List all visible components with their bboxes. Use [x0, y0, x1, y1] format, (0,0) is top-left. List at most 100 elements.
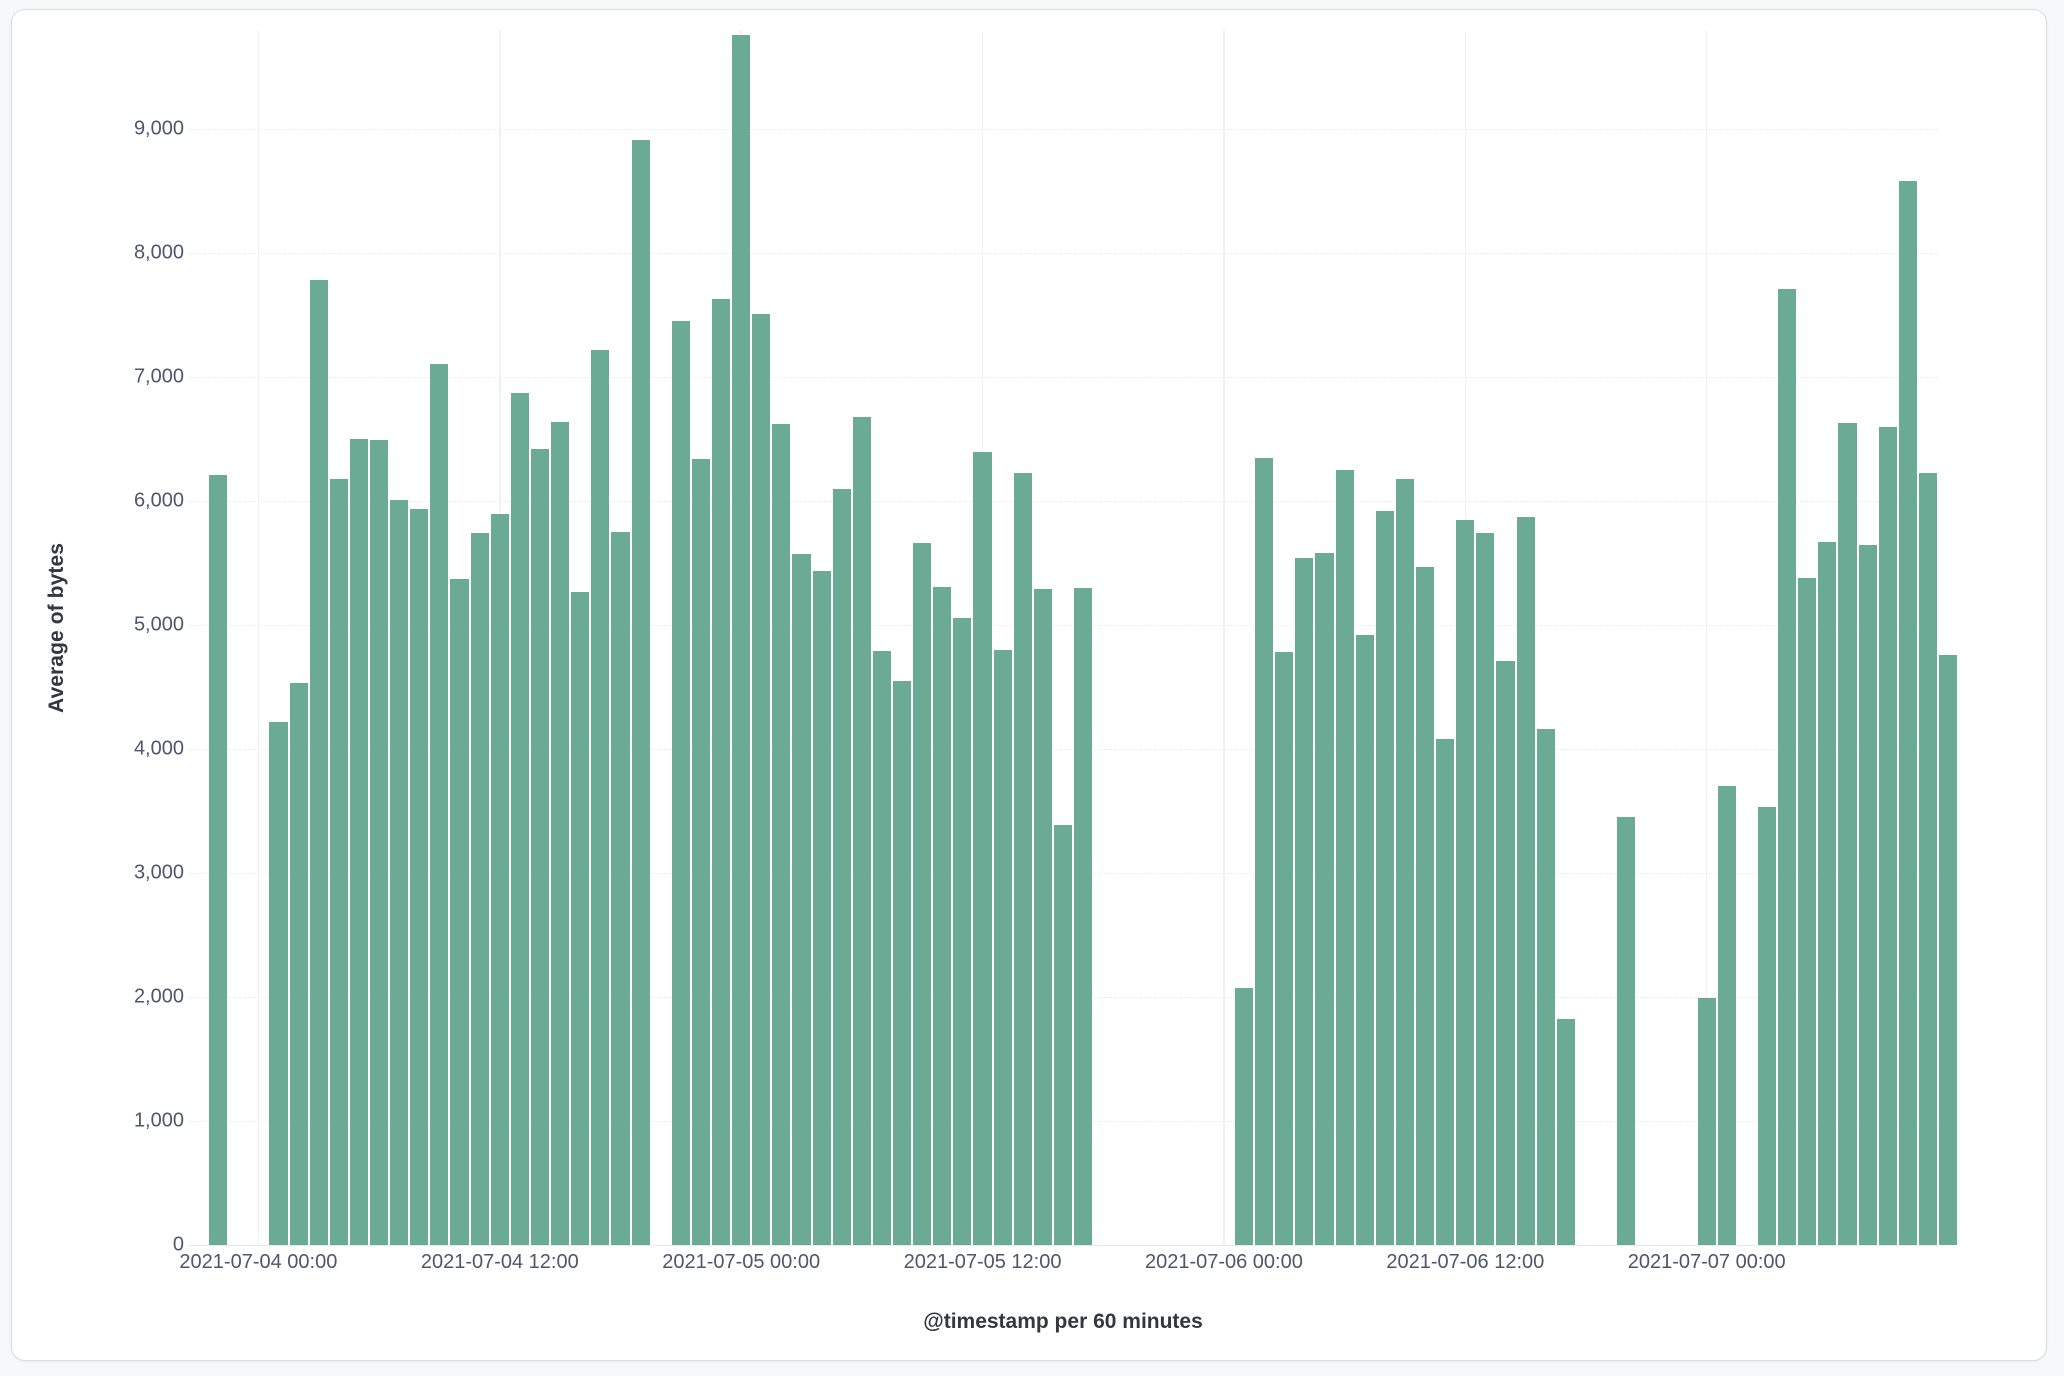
bar[interactable]: [1375, 511, 1394, 1245]
bar[interactable]: [872, 651, 892, 1245]
bar[interactable]: [1275, 652, 1294, 1245]
y-gridline: [188, 377, 1938, 379]
bar[interactable]: [933, 586, 952, 1245]
bar[interactable]: [1074, 587, 1093, 1245]
y-gridline: [188, 1245, 1938, 1246]
bar[interactable]: [1033, 589, 1052, 1245]
bar[interactable]: [993, 649, 1012, 1245]
bar[interactable]: [591, 349, 610, 1245]
bar[interactable]: [1818, 542, 1837, 1245]
bar[interactable]: [1053, 824, 1073, 1245]
bar[interactable]: [1717, 786, 1736, 1245]
y-axis-ticks: 0 1,000 2,000 3,000 4,000 5,000 6,000 7,000 8,00…: [64, 30, 184, 1256]
bar[interactable]: [349, 439, 369, 1245]
bar[interactable]: [1838, 423, 1857, 1245]
bar[interactable]: [510, 393, 529, 1245]
bar[interactable]: [1416, 566, 1435, 1245]
bar[interactable]: [1456, 519, 1475, 1245]
bar[interactable]: [1335, 470, 1354, 1245]
bar[interactable]: [309, 280, 328, 1245]
bar[interactable]: [470, 533, 489, 1245]
bar[interactable]: [893, 680, 912, 1245]
y-axis-tick-label: 4,000: [133, 737, 184, 760]
bar[interactable]: [269, 721, 288, 1245]
bar[interactable]: [430, 363, 449, 1245]
x-gridline: [257, 30, 260, 1245]
bar[interactable]: [1255, 457, 1274, 1245]
bar[interactable]: [1798, 578, 1817, 1245]
y-axis-tick-label: 9,000: [133, 117, 184, 140]
bar[interactable]: [1516, 517, 1535, 1245]
bar[interactable]: [1496, 661, 1515, 1245]
bar[interactable]: [1617, 817, 1636, 1245]
bar[interactable]: [390, 499, 409, 1245]
bar[interactable]: [772, 424, 791, 1245]
bar[interactable]: [1697, 998, 1716, 1245]
bar[interactable]: [209, 475, 228, 1245]
bar[interactable]: [752, 313, 771, 1245]
bar[interactable]: [852, 416, 871, 1245]
bar[interactable]: [711, 299, 731, 1245]
bar[interactable]: [551, 421, 570, 1245]
bar[interactable]: [490, 513, 509, 1245]
bar[interactable]: [913, 543, 932, 1245]
bar[interactable]: [631, 140, 650, 1245]
bar[interactable]: [1778, 289, 1797, 1245]
y-axis-tick-label: 8,000: [133, 241, 184, 264]
bar[interactable]: [792, 554, 811, 1245]
bar[interactable]: [1234, 988, 1254, 1245]
bar[interactable]: [832, 488, 851, 1245]
bar[interactable]: [450, 579, 469, 1245]
y-axis-tick-label: 2,000: [133, 985, 184, 1008]
y-gridline: [188, 129, 1938, 131]
bar[interactable]: [671, 321, 690, 1245]
bar[interactable]: [973, 451, 992, 1245]
bar[interactable]: [1355, 635, 1374, 1245]
bar[interactable]: [370, 440, 389, 1245]
bar[interactable]: [1878, 426, 1897, 1245]
bar[interactable]: [1395, 478, 1414, 1245]
x-gridline: [1223, 30, 1225, 1245]
y-axis-tick-label: 0: [172, 1233, 184, 1256]
bar[interactable]: [812, 570, 831, 1245]
y-gridline: [188, 501, 1938, 503]
bar[interactable]: [691, 458, 710, 1245]
x-axis-tick-label: 2021-07-05 12:00: [903, 1251, 1062, 1273]
bar[interactable]: [1436, 739, 1455, 1245]
y-axis-tick-label: 3,000: [133, 861, 184, 884]
chart-card: Average of bytes 0 1,000 2,000 3,000 4,000 5,…: [11, 9, 2047, 1361]
bar[interactable]: [732, 34, 751, 1245]
bar[interactable]: [1858, 544, 1877, 1245]
bar[interactable]: [410, 508, 429, 1245]
y-axis-tick-label: 5,000: [133, 613, 184, 636]
bar[interactable]: [1939, 654, 1958, 1245]
bar[interactable]: [611, 532, 630, 1245]
plot-area: [188, 30, 1958, 1246]
x-axis-title: @timestamp per 60 minutes: [923, 1310, 1203, 1333]
bar[interactable]: [1476, 533, 1495, 1245]
bar[interactable]: [329, 478, 348, 1245]
bar[interactable]: [1556, 1019, 1575, 1245]
y-axis-tick-label: 1,000: [133, 1109, 184, 1132]
bar[interactable]: [530, 449, 550, 1245]
bar[interactable]: [1536, 729, 1555, 1245]
bar[interactable]: [1757, 807, 1777, 1245]
x-axis-tick-label: 2021-07-07 00:00: [1627, 1251, 1786, 1273]
x-axis-tick-label: 2021-07-05 00:00: [662, 1251, 821, 1273]
y-gridline: [188, 253, 1938, 255]
bar[interactable]: [1013, 472, 1032, 1245]
x-gridline: [1705, 30, 1708, 1245]
bar[interactable]: [289, 683, 308, 1245]
bar[interactable]: [571, 591, 590, 1245]
y-gridline: [188, 625, 1938, 627]
x-axis-tick-label: 2021-07-06 00:00: [1144, 1251, 1303, 1273]
bar[interactable]: [953, 617, 972, 1245]
bar[interactable]: [1918, 472, 1937, 1245]
bar[interactable]: [1295, 558, 1314, 1245]
x-axis-tick-label: 2021-07-04 12:00: [420, 1251, 579, 1273]
y-gridline: [188, 749, 1938, 751]
bar[interactable]: [1898, 181, 1917, 1245]
x-axis-tick-label: 2021-07-06 12:00: [1386, 1251, 1545, 1273]
bar[interactable]: [1315, 553, 1334, 1245]
y-axis-tick-label: 7,000: [133, 365, 184, 388]
